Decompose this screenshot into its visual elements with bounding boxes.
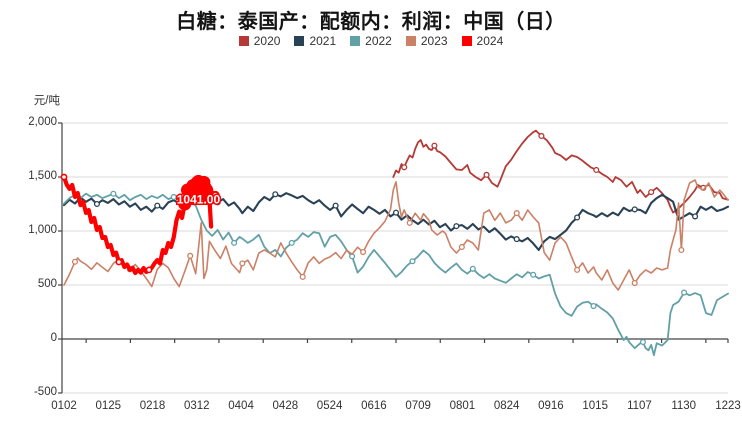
legend-item-2021[interactable]: 2021 (294, 34, 336, 48)
chart-legend: 2020 2021 2022 2023 2024 (0, 34, 742, 48)
legend-item-2020[interactable]: 2020 (238, 34, 281, 48)
x-axis-tick-label: 0404 (228, 400, 254, 412)
legend-label: 2022 (365, 34, 392, 48)
series-marker-2022 (170, 193, 177, 201)
y-axis-tick-label: 2,000 (28, 116, 57, 128)
legend-item-2023[interactable]: 2023 (405, 34, 448, 48)
series-marker-2022 (110, 190, 117, 197)
y-axis-unit-label: 元/吨 (33, 95, 60, 107)
series-marker-2020 (401, 164, 408, 171)
x-axis-tick-label: 0125 (95, 400, 122, 412)
series-marker-2021 (93, 200, 100, 208)
series-marker-2022 (469, 265, 476, 272)
series-marker-2024 (60, 173, 68, 181)
series-marker-2021 (154, 202, 161, 209)
series-marker-2023 (406, 219, 413, 226)
series-marker-2024 (145, 266, 153, 274)
x-axis-tick-label: 0616 (361, 400, 387, 412)
series-marker-2022 (590, 303, 597, 310)
series-line-2021 (62, 192, 730, 251)
series-marker-2021 (692, 213, 699, 220)
x-axis-tick-label: 0709 (405, 400, 431, 412)
x-axis-tick-label: 0801 (449, 400, 476, 412)
legend-item-2024[interactable]: 2024 (461, 34, 504, 48)
x-axis-tick-label: 0218 (139, 400, 166, 412)
series-marker-2021 (214, 199, 221, 206)
series-line-2020 (392, 129, 729, 214)
series-marker-2024 (115, 258, 123, 266)
legend-swatch-icon (461, 36, 472, 46)
series-marker-2022 (681, 289, 688, 296)
series-marker-2023 (574, 266, 581, 273)
x-axis-tick-label: 0524 (316, 400, 343, 412)
chart-title: 白糖：泰国产：配额内：利润：中国（日） (176, 11, 566, 33)
series-marker-2023 (360, 249, 367, 256)
series-marker-2022 (409, 258, 416, 265)
x-axis-tick-label: 0102 (51, 400, 77, 412)
series-marker-2022 (231, 239, 238, 246)
legend-item-2022[interactable]: 2022 (350, 34, 392, 48)
series-marker-2023 (299, 273, 306, 280)
legend-swatch-icon (350, 36, 361, 46)
series-marker-2021 (574, 214, 581, 221)
series-marker-2023 (513, 210, 520, 217)
x-axis-tick-label: 0312 (184, 400, 210, 412)
series-marker-2020 (431, 142, 438, 149)
x-axis-tick-label: 1130 (671, 400, 697, 412)
series-marker-2020 (538, 132, 545, 140)
series-marker-2021 (332, 202, 339, 209)
series-line-2023 (63, 179, 729, 291)
x-axis-tick-label: 0916 (538, 400, 564, 412)
x-axis-tick-label: 1015 (582, 400, 608, 412)
y-axis-tick-label: 0 (50, 332, 57, 344)
last-value-label: 1041.00 (177, 193, 221, 207)
series-line-2022 (63, 192, 729, 357)
legend-label: 2024 (476, 34, 504, 48)
series-marker-2022 (288, 239, 295, 246)
series-marker-2020 (483, 171, 490, 178)
legend-label: 2020 (253, 34, 281, 48)
series-marker-2020 (593, 166, 600, 174)
series-marker-2023 (187, 252, 194, 259)
x-axis-tick-label: 1223 (715, 400, 741, 412)
x-axis-tick-label: 0428 (272, 400, 299, 412)
legend-swatch-icon (238, 36, 249, 46)
series-marker-2023 (678, 246, 685, 254)
legend-label: 2021 (309, 34, 337, 48)
y-axis-tick-label: -500 (33, 386, 57, 398)
series-marker-2021 (392, 209, 400, 216)
series-marker-2023 (631, 280, 638, 287)
series-marker-2021 (631, 206, 638, 213)
series-marker-2023 (71, 258, 79, 265)
series-marker-2021 (453, 223, 460, 230)
legend-swatch-icon (294, 36, 305, 46)
series-marker-2022 (530, 271, 537, 278)
x-axis-tick-label: 1107 (627, 400, 652, 412)
series-marker-2020 (648, 189, 655, 196)
end-point-marker (211, 190, 220, 200)
y-axis-tick-label: 1,000 (28, 224, 57, 236)
legend-label: 2023 (420, 34, 448, 48)
series-marker-2023 (458, 243, 465, 251)
series-marker-2021 (513, 236, 520, 243)
series-marker-2021 (272, 191, 279, 198)
y-axis-tick-label: 500 (37, 278, 57, 290)
series-marker-2022 (639, 338, 646, 346)
x-axis-tick-label: 0824 (493, 400, 520, 412)
series-marker-2023 (239, 260, 246, 267)
legend-swatch-icon (405, 36, 416, 46)
y-axis-tick-label: 1,500 (28, 170, 57, 182)
